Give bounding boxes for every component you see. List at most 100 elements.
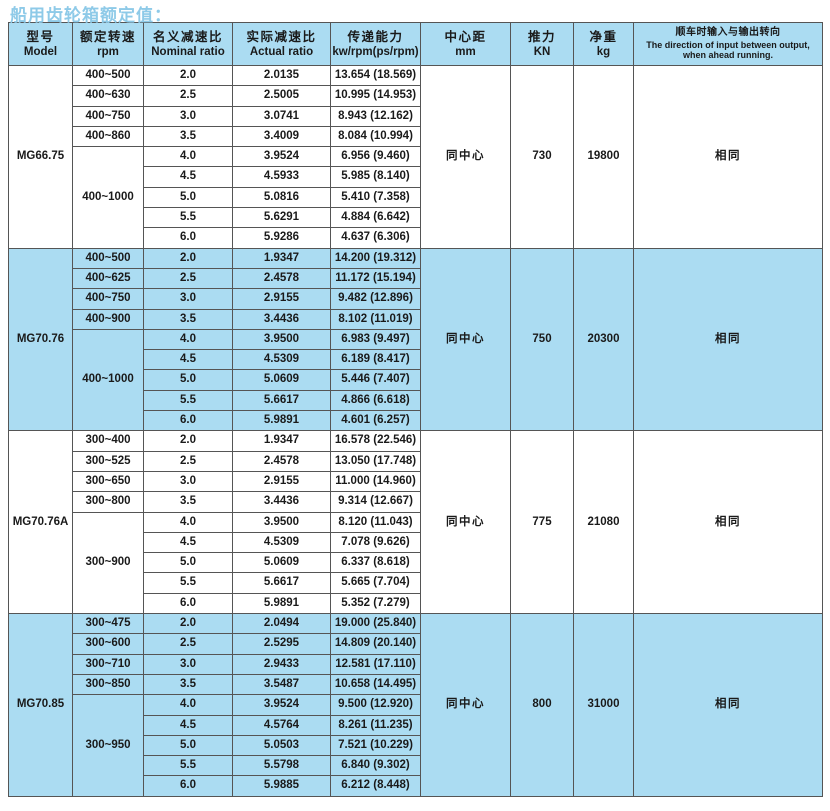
table-row: 4.5 4.5764 8.261 (11.235) [9,714,823,736]
cell-capacity: 4.601 (6.257) [330,410,421,432]
cell-actual-ratio: 5.9286 [232,227,331,249]
cell-nominal-ratio: 2.5 [143,85,233,107]
table-row: 300~850 3.5 3.5487 10.658 (14.495) [9,673,823,696]
cell-nominal-ratio: 3.0 [143,105,233,127]
cell-rpm: 400~500 [72,64,144,87]
cell-actual-ratio: 5.6617 [232,572,331,594]
table-row: 400~1000 4.0 3.9524 6.956 (9.460) [9,146,823,249]
cell-nominal-ratio: 5.5 [143,572,233,594]
cell-rpm: 400~1000 [72,328,144,432]
column-header-cn: 传递能力 [347,29,404,44]
cell-center-distance: 同中心 [420,613,511,797]
cell-rpm: 300~950 [72,694,144,797]
cell-nominal-ratio: 4.0 [143,511,233,533]
table-row: 5.5 5.5798 6.840 (9.302) [9,755,823,777]
table-row: 400~750 3.0 2.9155 9.482 (12.896) [9,288,823,310]
column-header-en: Nominal ratio [151,45,225,58]
cell-actual-ratio: 2.9433 [232,653,331,675]
table-row: 400~1000 4.0 3.9500 6.983 (9.497) [9,328,823,432]
cell-capacity: 4.637 (6.306) [330,227,421,249]
cell-nominal-ratio: 6.0 [143,227,233,249]
table-row: 5.5 5.6291 4.884 (6.642) [9,207,823,229]
cell-capacity: 9.482 (12.896) [330,288,421,310]
table-row: 5.0 5.0609 5.446 (7.407) [9,369,823,391]
cell-actual-ratio: 3.9524 [232,146,331,168]
cell-actual-ratio: 5.9891 [232,410,331,432]
cell-actual-ratio: 5.0609 [232,369,331,391]
table-row: 300~600 2.5 2.5295 14.809 (20.140) [9,633,823,655]
cell-center-distance: 同中心 [420,430,511,615]
cell-capacity: 10.658 (14.495) [330,673,421,696]
cell-rpm: 300~525 [72,450,144,472]
cell-capacity: 6.956 (9.460) [330,146,421,168]
column-header-thrust: 推力 KN [510,22,574,66]
cell-rpm: 300~475 [72,613,144,635]
cell-nominal-ratio: 5.5 [143,207,233,229]
table-row: 400~630 2.5 2.5005 10.995 (14.953) [9,85,823,107]
cell-capacity: 8.084 (10.994) [330,125,421,148]
table-row: 5.5 5.6617 5.665 (7.704) [9,572,823,594]
cell-nominal-ratio: 4.0 [143,146,233,168]
column-header-en: Actual ratio [249,45,314,58]
cell-net-weight: 31000 [573,613,634,797]
cell-actual-ratio: 5.5798 [232,755,331,777]
table-row: 400~625 2.5 2.4578 11.172 (15.194) [9,267,823,290]
table-row: MG70.76 400~500 2.0 1.9347 14.200 (19.312) 同中… [8,247,823,432]
cell-rpm: 300~710 [72,653,144,675]
cell-model: MG70.85 [8,613,73,797]
cell-actual-ratio: 2.5295 [232,633,331,655]
column-header-cn: 顺车时输入与输出转向 [675,26,781,38]
cell-capacity: 8.261 (11.235) [330,714,421,736]
cell-capacity: 6.212 (8.448) [330,775,421,797]
cell-nominal-ratio: 3.0 [143,288,233,310]
table-row: 300~950 4.0 3.9524 9.500 (12.920) [9,694,823,797]
column-header-cn: 中心距 [444,29,487,44]
column-header-center: 中心距 mm [420,22,511,66]
cell-capacity: 8.120 (11.043) [330,511,421,533]
gearbox-rating-table: 型号 Model 额定转速 rpm 名义减速比 Nominal ratio 实际减速比 Act… [8,22,823,797]
cell-nominal-ratio: 2.0 [143,247,233,269]
table-row: 300~800 3.5 3.4436 9.314 (12.667) [9,491,823,513]
cell-nominal-ratio: 4.5 [143,714,233,736]
cell-capacity: 6.840 (9.302) [330,755,421,777]
table-row: 6.0 5.9286 4.637 (6.306) [9,227,823,249]
column-header-en: mm [455,45,476,58]
cell-actual-ratio: 3.9500 [232,328,331,351]
cell-nominal-ratio: 6.0 [143,410,233,432]
cell-actual-ratio: 5.0816 [232,186,331,209]
cell-actual-ratio: 4.5309 [232,531,331,554]
cell-actual-ratio: 5.0609 [232,552,331,574]
cell-rpm: 400~630 [72,85,144,107]
column-header-en: rpm [97,45,119,58]
cell-actual-ratio: 2.0135 [232,64,331,87]
cell-nominal-ratio: 3.5 [143,308,233,330]
cell-center-distance: 同中心 [420,65,511,249]
cell-actual-ratio: 2.4578 [232,267,331,290]
column-header-rpm: 额定转速 rpm [72,22,144,66]
cell-capacity: 19.000 (25.840) [330,613,421,635]
header-row: 型号 Model 额定转速 rpm 名义减速比 Nominal ratio 实际减速比 Act… [8,22,823,66]
cell-actual-ratio: 4.5764 [232,714,331,736]
cell-rpm: 300~850 [72,673,144,696]
cell-actual-ratio: 2.4578 [232,450,331,472]
cell-rpm: 300~600 [72,633,144,655]
table-row: 400~900 3.5 3.4436 8.102 (11.019) [9,308,823,330]
cell-nominal-ratio: 4.5 [143,531,233,554]
cell-thrust: 800 [510,613,574,797]
cell-direction: 相同 [633,430,823,615]
cell-capacity: 10.995 (14.953) [330,85,421,107]
cell-model: MG66.75 [8,65,73,249]
table-row: 5.0 5.0503 7.521 (10.229) [9,734,823,757]
cell-net-weight: 21080 [573,430,634,615]
cell-capacity: 5.352 (7.279) [330,592,421,615]
table-header: 型号 Model 额定转速 rpm 名义减速比 Nominal ratio 实际减速比 Act… [8,22,823,66]
cell-actual-ratio: 2.9155 [232,470,331,493]
cell-nominal-ratio: 3.5 [143,673,233,696]
column-header-en: The direction of input between output, w… [646,39,810,61]
cell-net-weight: 20300 [573,247,634,432]
cell-nominal-ratio: 2.5 [143,633,233,655]
cell-nominal-ratio: 2.0 [143,64,233,87]
table-row: 300~525 2.5 2.4578 13.050 (17.748) [9,450,823,472]
cell-capacity: 9.500 (12.920) [330,694,421,716]
cell-actual-ratio: 1.9347 [232,247,331,269]
